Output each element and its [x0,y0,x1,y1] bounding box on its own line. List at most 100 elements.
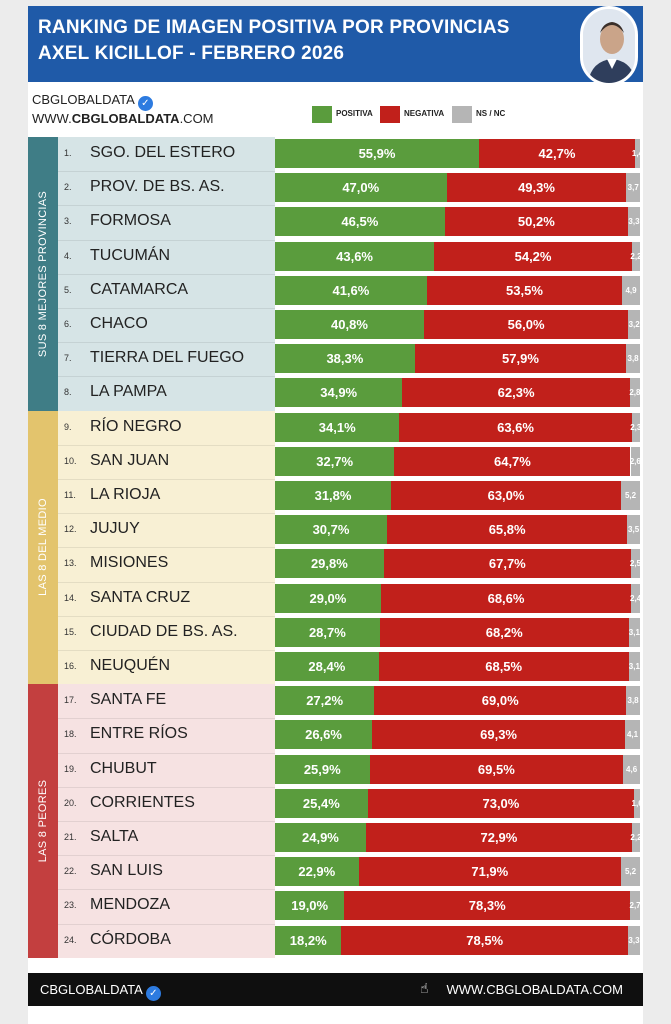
group-background [58,137,275,411]
rank-number: 2. [64,182,72,193]
data-label-positiva: 27,2% [306,693,344,709]
data-label-nsnc: 3,8 [627,354,639,364]
data-label-positiva: 34,1% [318,419,356,435]
rank-number: 7. [64,353,72,364]
brand-url-suffix: .COM [179,111,214,126]
province-name: CIUDAD DE BS. AS. [90,622,238,640]
bar-negativa [344,891,631,921]
table-row: 23. MENDOZA 19,0% 78,3% 2,7 [28,889,643,923]
group-background [58,410,275,685]
data-label-negativa: 54,2% [514,248,552,264]
bar-negativa [399,412,632,442]
rank-number: 12. [64,524,77,535]
rank-number: 24. [64,934,77,945]
bar-nsnc [631,412,640,442]
bar-positiva [275,720,373,750]
data-label-positiva: 38,3% [326,351,364,367]
data-label-negativa: 68,6% [487,590,525,606]
data-label-nsnc: 2,2 [630,833,642,842]
footer-brand: CBGLOBALDATA ✓ [40,982,161,1001]
rank-number: 1. [64,148,72,158]
province-name: CHUBUT [90,759,157,777]
bar-nsnc [634,788,640,818]
rank-number: 6. [64,319,72,329]
province-name: CATAMARCA [90,280,189,298]
verified-check-icon: ✓ [137,96,153,111]
province-name: SAN JUAN [90,451,170,469]
table-row: 9. RÍO NEGRO 34,1% 63,6% 2,3 [28,411,643,445]
data-label-positiva: 34,9% [320,385,358,401]
stacked-bar: 38,3% 57,9% 3,8 [275,344,640,374]
table-row: 17. SANTA FE 27,2% 69,0% 3,8 [28,684,643,718]
data-label-positiva: 46,5% [341,214,379,230]
bar-positiva [275,446,395,476]
bar-negativa [358,857,621,887]
bar-positiva [275,925,342,955]
bar-negativa [444,207,628,237]
data-label-negativa: 42,7% [538,146,576,161]
data-label-nsnc: 1,6 [631,798,643,808]
province-name: CORRIENTES [90,793,195,811]
stacked-bar: 46,5% 50,2% 3,3 [275,207,640,237]
brand-url[interactable]: WWW.CBGLOBALDATA.COM [32,111,214,126]
stacked-bar: 29,8% 67,7% 2,5 [275,549,641,579]
table-row: 6. CHACO 40,8% 56,0% 3,2 [28,308,643,342]
footer-url[interactable]: WWW.CBGLOBALDATA.COM [447,982,624,997]
rank-number: 9. [64,421,72,432]
stacked-bar: 22,9% 71,9% 5,2 [275,857,640,887]
bar-nsnc [627,925,640,955]
data-label-positiva: 25,4% [302,795,340,811]
stacked-bar: 31,8% 63,0% 5,2 [275,481,640,510]
rank-number: 10. [64,455,77,466]
data-label-positiva: 26,6% [305,727,342,743]
stacked-bar: 47,0% 49,3% 3,7 [275,173,640,203]
rank-number: 3. [64,216,72,227]
data-label-nsnc: 3,1 [628,627,640,637]
data-label-nsnc: 2,2 [630,251,642,261]
data-label-nsnc: 3,1 [628,662,640,671]
rank-number: 11. [64,490,76,500]
data-label-negativa: 56,0% [507,317,545,332]
bar-nsnc [627,515,640,545]
table-row: 7. TIERRA DEL FUEGO 38,3% 57,9% 3,8 [28,342,643,376]
bar-positiva [275,686,375,716]
bar-positiva [275,207,445,237]
stacked-bar: 29,0% 68,6% 2,4 [275,583,641,613]
province-name: CHACO [90,315,148,332]
province-name: JUJUY [90,520,140,538]
bar-nsnc [622,275,640,305]
bar-negativa [380,583,632,613]
rank-number: 19. [64,763,77,774]
data-label-nsnc: 2,3 [630,422,642,432]
bar-nsnc [631,583,640,613]
bar-negativa [391,481,621,510]
data-label-nsnc: 3,8 [627,696,639,706]
rank-number: 18. [64,729,77,740]
province-name: TIERRA DEL FUEGO [90,349,245,367]
rank-number: 15. [64,626,77,637]
data-label-nsnc: 4,9 [625,285,637,295]
footer-brand-name: CBGLOBALDATA [40,982,143,997]
table-row: 19. CHUBUT 25,9% 69,5% 4,6 [28,752,643,787]
table-row: 24. CÓRDOBA 18,2% 78,5% 3,3 [28,923,643,958]
bar-negativa [365,823,632,852]
legend-swatch-negativa [380,106,400,123]
row-divider [58,786,275,788]
row-divider [58,273,275,275]
table-row: 14. SANTA CRUZ 29,0% 68,6% 2,4 [28,581,643,616]
bar-positiva [275,583,381,613]
table-row: 21. SALTA 24,9% 72,9% 2,2 [28,821,643,855]
table-row: 3. FORMOSA 46,5% 50,2% 3,3 [28,205,643,239]
bar-positiva [275,241,435,271]
legend-swatch-positiva [312,106,332,123]
stacked-bar: 34,9% 62,3% 2,8 [275,378,640,408]
bar-negativa [379,617,629,647]
data-label-positiva: 32,7% [316,453,354,469]
legend-swatch-nsnc [452,106,472,123]
group-band: LAS 8 PEORES [28,684,275,958]
table-row: 20. CORRIENTES 25,4% 73,0% 1,6 [28,786,643,821]
bar-negativa [383,549,631,579]
data-label-negativa: 71,9% [471,864,509,880]
group-tab: LAS 8 DEL MEDIO [28,410,58,685]
rank-number: 23. [64,900,77,911]
